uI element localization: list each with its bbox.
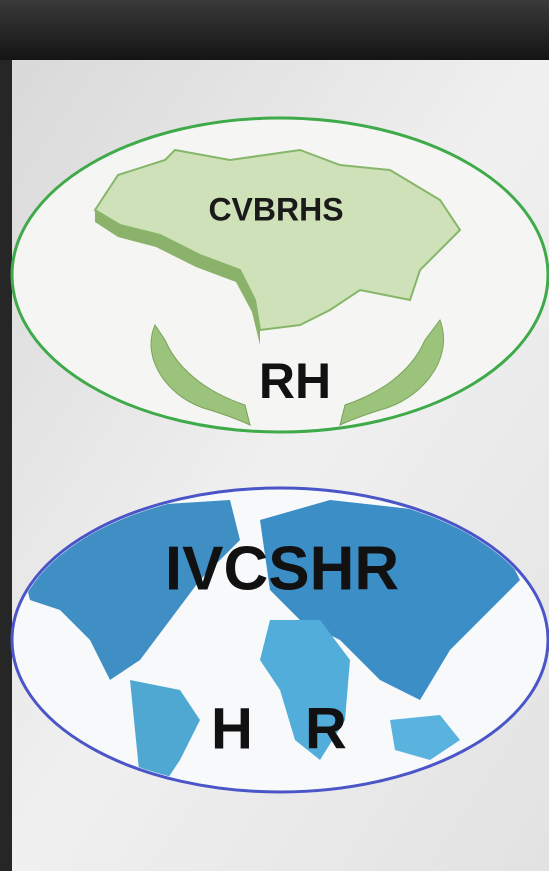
logo-subtitle-right: R xyxy=(305,696,347,761)
page: CVBRHS RH IVCSHR H R (() => { const data… xyxy=(0,0,549,871)
logo-title: IVCSHR xyxy=(165,534,399,603)
top-bar xyxy=(0,0,549,60)
logo-subtitle-left: H xyxy=(211,696,253,761)
left-edge xyxy=(0,60,12,871)
logo-subtitle: RH xyxy=(259,353,331,409)
logo-cvbrhs: CVBRHS RH xyxy=(12,118,548,432)
logo-ivcshr: IVCSHR H R xyxy=(12,488,548,792)
screenshot: CVBRHS RH IVCSHR H R xyxy=(0,0,549,871)
logo-title: CVBRHS xyxy=(208,191,343,227)
